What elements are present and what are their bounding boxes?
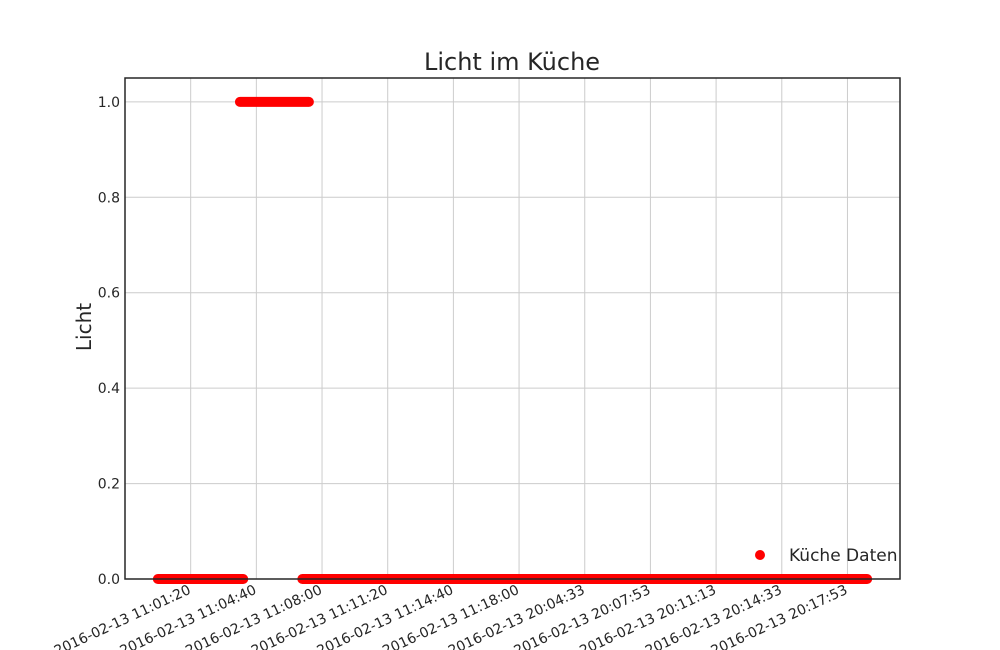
- data-points: [152, 96, 873, 584]
- y-tick-label: 0.0: [98, 572, 120, 588]
- y-tick-label: 1.0: [98, 95, 120, 111]
- legend-label: Küche Daten: [789, 546, 897, 566]
- y-tick-label: 0.6: [98, 286, 120, 302]
- y-axis-ticks: 0.0 0.2 0.4 0.6 0.8 1.0: [98, 95, 120, 588]
- y-axis-label: Licht: [72, 303, 96, 351]
- legend: Küche Daten: [755, 546, 897, 566]
- x-tick-label: 2016-02-13 11:01:20: [52, 582, 194, 650]
- chart-title: Licht im Küche: [424, 48, 600, 76]
- y-tick-label: 0.2: [98, 477, 120, 493]
- y-tick-label: 0.8: [98, 190, 120, 206]
- legend-marker: [755, 550, 765, 560]
- grid: [125, 78, 900, 580]
- y-tick-label: 0.4: [98, 381, 120, 397]
- plot-frame: [124, 77, 901, 580]
